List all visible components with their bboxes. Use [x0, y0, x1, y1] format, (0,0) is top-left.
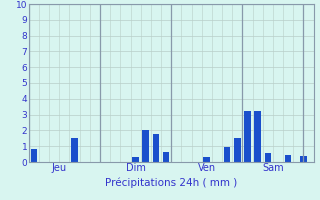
Bar: [224, 147, 230, 162]
Bar: [163, 152, 169, 162]
X-axis label: Précipitations 24h ( mm ): Précipitations 24h ( mm ): [105, 178, 237, 188]
Bar: [285, 155, 292, 162]
Bar: [265, 153, 271, 162]
Bar: [244, 111, 251, 162]
Bar: [204, 157, 210, 162]
Bar: [300, 156, 307, 162]
Bar: [254, 111, 261, 162]
Bar: [153, 134, 159, 162]
Bar: [142, 130, 149, 162]
Bar: [71, 138, 78, 162]
Bar: [132, 157, 139, 162]
Bar: [234, 138, 241, 162]
Bar: [31, 149, 37, 162]
